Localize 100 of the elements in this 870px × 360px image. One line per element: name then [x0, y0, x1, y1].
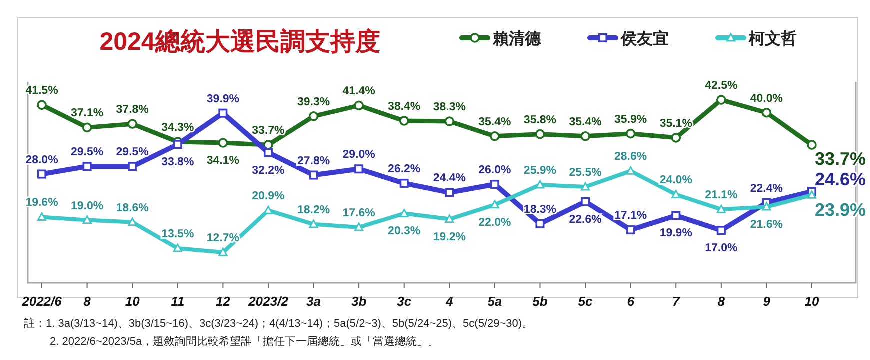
legend-label: 賴清德: [492, 30, 542, 48]
chart-title: 2024總統大選民調支持度: [100, 28, 380, 56]
point: [580, 131, 590, 142]
x-tick-label: 5b: [532, 294, 548, 309]
data-label: 22.6%: [569, 214, 602, 226]
data-label: 41.4%: [342, 86, 376, 98]
data-label: 38.3%: [433, 102, 466, 114]
data-label: 24.0%: [660, 174, 692, 187]
point: [218, 138, 228, 148]
data-label: 24.4%: [433, 172, 466, 185]
point: [309, 220, 318, 228]
data-label: 35.4%: [569, 116, 602, 128]
data-label: 22.4%: [750, 182, 784, 195]
x-tick-label: 3b: [351, 294, 367, 309]
point: [173, 140, 182, 150]
point: [716, 204, 726, 214]
x-tick-label: 12: [216, 294, 232, 309]
point: [173, 244, 182, 252]
x-tick-label: 2023/2: [248, 294, 290, 309]
point: [400, 208, 409, 218]
data-label: 26.2%: [388, 163, 421, 176]
data-label: 41.5%: [26, 85, 58, 98]
point: [490, 131, 500, 142]
x-tick-label: 9: [763, 294, 772, 309]
data-label: 33.7%: [252, 125, 285, 138]
point: [308, 112, 319, 122]
data-label: 22.0%: [478, 216, 512, 229]
point: [128, 119, 138, 129]
x-tick-label: 2022/6: [21, 294, 63, 309]
data-label: 19.2%: [433, 231, 466, 244]
x-tick-label: 10: [804, 294, 820, 309]
data-label: 28.6%: [614, 151, 648, 164]
x-tick-label: 10: [125, 294, 141, 309]
legend-label: 侯友宜: [620, 29, 669, 48]
data-label: 34.3%: [162, 122, 194, 134]
point: [536, 180, 545, 189]
point: [716, 226, 726, 236]
data-label: 39.9%: [206, 93, 240, 106]
point: [38, 212, 46, 221]
data-label: 26.0%: [478, 164, 512, 176]
data-label: 37.8%: [116, 104, 149, 116]
x-tick-label: 5a: [488, 294, 502, 309]
data-label: 27.8%: [297, 155, 330, 168]
data-label: 35.9%: [614, 114, 648, 126]
point: [82, 162, 92, 172]
point: [82, 216, 92, 224]
point: [807, 140, 817, 150]
data-label: 38.4%: [388, 101, 421, 114]
data-label: 35.4%: [478, 116, 512, 128]
text: 註：1. 3a(3/13~14)、3b(3/15~16)、3c(3/23~24)；4(4/13~14)；5a(5/2~3)、5b(5/24~25)、5c(5/29~30)。: [24, 317, 534, 330]
x-tick-label: 11: [171, 294, 185, 309]
x-tick-label: 8: [84, 294, 92, 309]
data-label: 29.5%: [70, 146, 104, 159]
x-tick-label: 6: [627, 294, 636, 309]
point: [400, 178, 409, 188]
x-tick-label: 3c: [397, 294, 412, 309]
point: [626, 128, 636, 139]
data-label: 19.0%: [70, 200, 104, 212]
data-label: 19.6%: [26, 197, 58, 210]
data-label: 25.5%: [569, 167, 602, 180]
point: [672, 211, 681, 220]
point: [444, 116, 455, 126]
point: [399, 116, 410, 126]
data-label: 20.3%: [388, 226, 421, 238]
point: [490, 200, 500, 209]
data-label: 42.5%: [705, 80, 738, 92]
point: [82, 122, 92, 133]
point: [354, 222, 364, 232]
data-label: 20.9%: [252, 190, 285, 203]
data-label: 18.6%: [116, 202, 149, 214]
data-label: 21.6%: [750, 219, 784, 232]
text: 2. 2022/6~2023/5a，題敘詢問比較希望誰「擔任下一屆總統」或「當選總統」。: [50, 335, 440, 348]
data-label: 37.1%: [70, 108, 104, 120]
point: [762, 108, 772, 118]
point: [309, 170, 318, 180]
point: [581, 182, 590, 191]
point: [490, 180, 500, 189]
x-tick-label: 5c: [578, 294, 594, 309]
data-label: 28.0%: [26, 154, 58, 166]
point: [672, 190, 681, 198]
data-label: 17.0%: [705, 242, 738, 255]
data-label: 17.1%: [614, 210, 648, 222]
data-label: 23.9%: [814, 200, 866, 220]
data-label: 24.6%: [814, 170, 866, 190]
data-label: 19.9%: [660, 228, 692, 240]
data-label: 32.2%: [252, 164, 285, 177]
data-label: 13.5%: [162, 228, 194, 240]
data-label: 33.7%: [814, 149, 866, 170]
point: [37, 100, 47, 110]
data-label: 21.1%: [705, 190, 738, 202]
point: [38, 170, 46, 179]
data-label: 34.1%: [206, 155, 240, 168]
point: [581, 197, 590, 206]
point: [128, 162, 138, 172]
point: [536, 219, 545, 228]
x-tick-label: 8: [718, 294, 726, 309]
point: [535, 129, 546, 140]
point: [762, 202, 772, 211]
data-label: 39.3%: [297, 96, 330, 108]
x-tick-label: 3a: [306, 294, 321, 309]
